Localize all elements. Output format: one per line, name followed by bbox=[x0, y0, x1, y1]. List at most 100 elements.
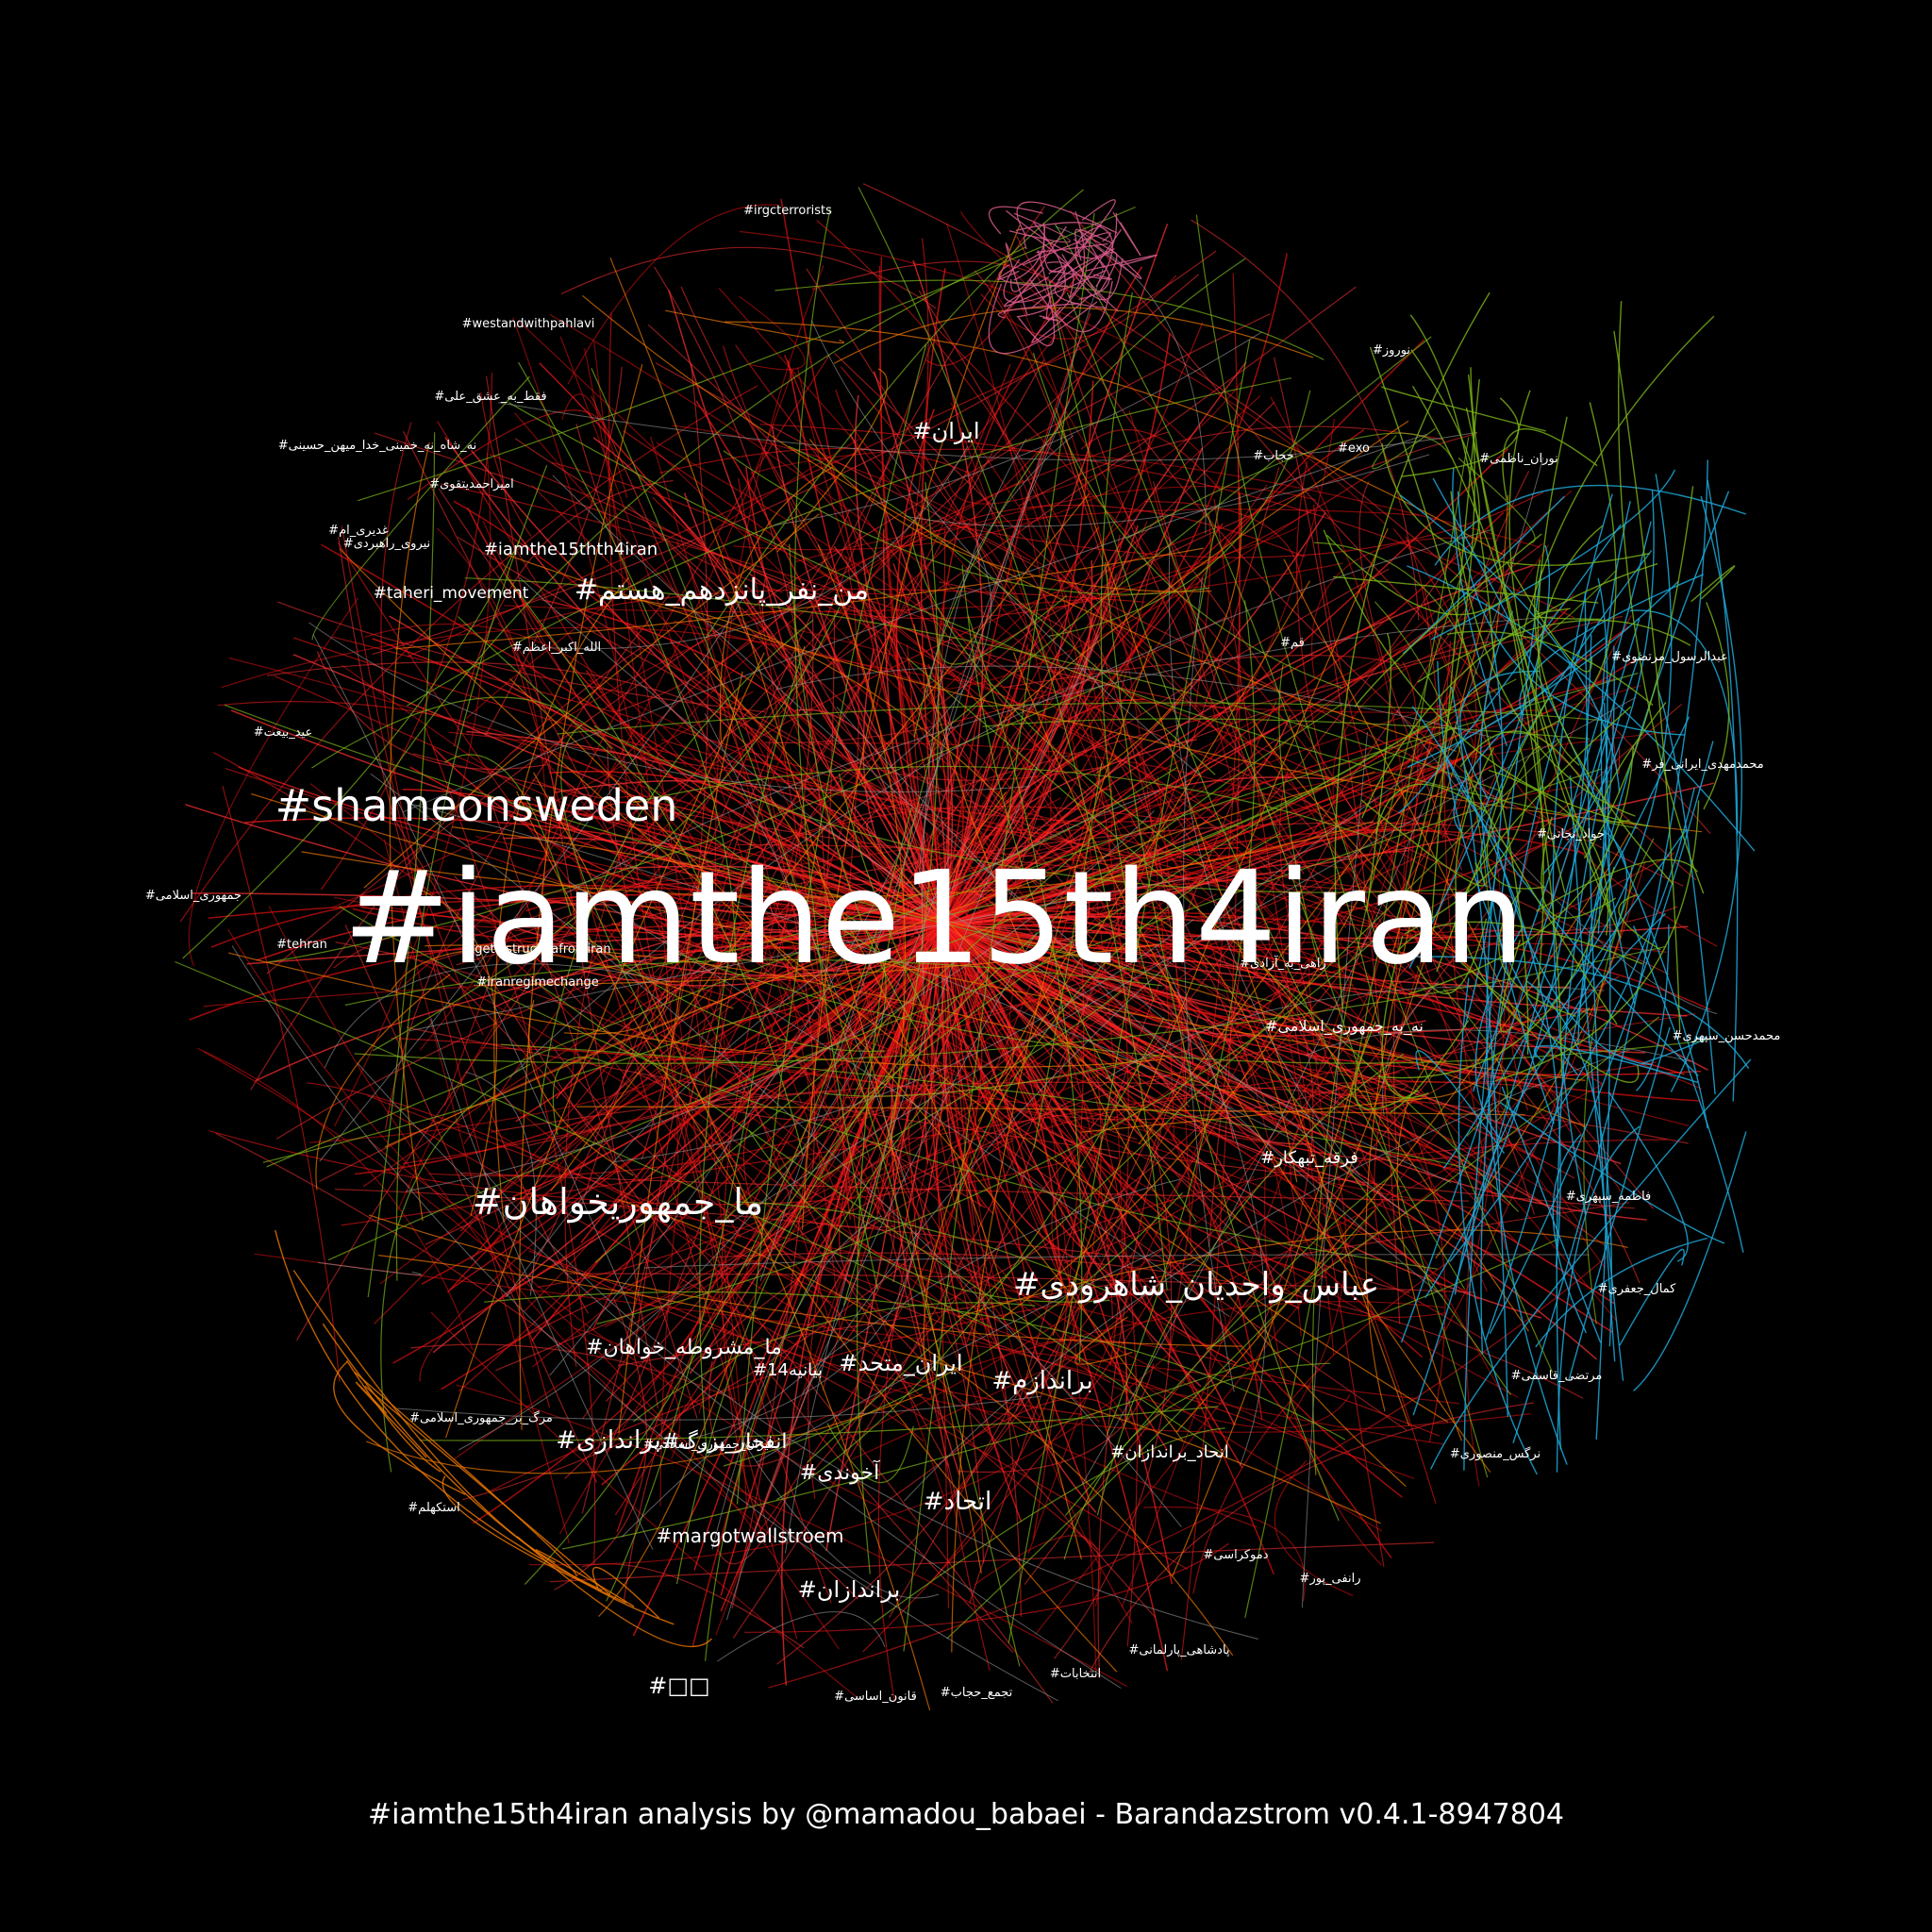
graph-edge bbox=[465, 1071, 537, 1296]
graph-edge bbox=[691, 924, 944, 1647]
graph-edge bbox=[1078, 228, 1114, 253]
graph-edge bbox=[1540, 402, 1617, 731]
graph-edge bbox=[531, 485, 1137, 1240]
graph-edge bbox=[1404, 747, 1527, 935]
graph-edge bbox=[606, 1057, 758, 1602]
graph-edge bbox=[736, 344, 927, 1505]
graph-edge bbox=[619, 1207, 1141, 1325]
graph-edge bbox=[458, 855, 951, 1451]
graph-edge bbox=[807, 739, 1562, 1463]
graph-edge bbox=[1074, 228, 1105, 269]
graph-edge bbox=[509, 641, 798, 1640]
graph-edge bbox=[950, 402, 1136, 654]
graph-edge bbox=[895, 408, 944, 925]
graph-edge bbox=[996, 420, 1409, 727]
graph-edge bbox=[1155, 945, 1266, 1466]
graph-edge bbox=[1428, 379, 1480, 957]
graph-edge bbox=[1584, 592, 1616, 1362]
graph-edge bbox=[322, 1323, 675, 1625]
graph-edge bbox=[942, 924, 1488, 1177]
graph-edge bbox=[593, 341, 741, 1431]
graph-edge bbox=[363, 513, 820, 889]
graph-edge bbox=[942, 849, 1410, 925]
graph-edge bbox=[524, 882, 803, 1312]
graph-edge bbox=[693, 653, 1241, 1223]
graph-edge bbox=[942, 913, 1447, 1062]
graph-edge bbox=[833, 307, 1314, 364]
small-node-label: #قم bbox=[1280, 636, 1305, 650]
graph-edge bbox=[222, 786, 341, 1382]
graph-edge bbox=[774, 331, 1262, 526]
graph-edge bbox=[1601, 701, 1667, 823]
secondary-label: #من_نفر_پانزدهم_هستم bbox=[575, 574, 869, 607]
graph-edge bbox=[1542, 490, 1655, 875]
graph-edge bbox=[1002, 746, 1433, 1319]
graph-edge bbox=[355, 1381, 427, 1458]
graph-edge bbox=[1046, 261, 1067, 281]
graph-edge bbox=[609, 257, 982, 1574]
graph-edge bbox=[879, 257, 944, 925]
graph-edge bbox=[1264, 1168, 1382, 1566]
graph-edge bbox=[1450, 491, 1636, 817]
graph-edge bbox=[1095, 493, 1242, 774]
graph-edge bbox=[1050, 1119, 1097, 1673]
graph-edge bbox=[629, 903, 944, 1005]
secondary-label: #عباس_واحدیان_شاهرودی bbox=[1013, 1266, 1379, 1304]
graph-edge bbox=[825, 924, 944, 1552]
graph-edge bbox=[454, 479, 674, 747]
secondary-label: #ما_جمهوریخواهان bbox=[473, 1181, 764, 1224]
graph-edge bbox=[941, 924, 1097, 1513]
graph-edge bbox=[1358, 481, 1463, 871]
graph-edge bbox=[1326, 534, 1513, 616]
graph-edge bbox=[761, 577, 812, 674]
graph-edge bbox=[928, 336, 1432, 743]
graph-edge bbox=[676, 541, 783, 593]
graph-edge bbox=[632, 924, 944, 1637]
graph-edge bbox=[335, 941, 986, 1208]
graph-edge bbox=[942, 727, 1275, 925]
graph-edge bbox=[1480, 589, 1601, 1355]
graph-edge bbox=[791, 897, 887, 1096]
graph-edge bbox=[1569, 775, 1624, 1381]
graph-edge bbox=[453, 500, 944, 925]
graph-edge bbox=[739, 295, 806, 371]
graph-edge bbox=[225, 768, 1508, 1261]
graph-edge bbox=[483, 1291, 1346, 1441]
graph-edge bbox=[538, 431, 1169, 867]
graph-edge bbox=[942, 924, 1030, 1298]
graph-edge bbox=[858, 963, 965, 1346]
graph-edge bbox=[515, 924, 944, 1123]
graph-edge bbox=[564, 1273, 1474, 1293]
graph-edge bbox=[1498, 890, 1576, 1017]
graph-edge bbox=[1534, 608, 1602, 621]
graph-edge bbox=[488, 1127, 1444, 1445]
graph-edge bbox=[465, 437, 862, 719]
graph-edge bbox=[244, 817, 944, 925]
graph-edge bbox=[1494, 800, 1700, 1082]
small-node-label: #پادشاهی_پارلمانی bbox=[1128, 1643, 1229, 1657]
graph-edge bbox=[541, 445, 969, 650]
graph-edge bbox=[354, 945, 1667, 1064]
graph-edge bbox=[372, 250, 1217, 656]
graph-edge bbox=[1457, 458, 1536, 544]
graph-edge bbox=[769, 795, 1082, 1560]
graph-edge bbox=[188, 597, 359, 967]
graph-edge bbox=[197, 1047, 474, 1351]
graph-edge bbox=[811, 320, 1202, 777]
small-node-label: #مرگ_بر_جمهوری_اسلامی bbox=[409, 1409, 553, 1425]
graph-edge bbox=[1138, 789, 1407, 1145]
graph-edge bbox=[1465, 408, 1563, 1076]
graph-edge bbox=[346, 1360, 441, 1473]
graph-edge bbox=[659, 924, 944, 1054]
graph-edge bbox=[741, 1188, 895, 1228]
medium-label: #iamthe15thth4iran bbox=[484, 540, 658, 559]
graph-edge bbox=[1283, 558, 1525, 1032]
graph-edge bbox=[1534, 828, 1688, 1058]
graph-edge bbox=[582, 294, 1457, 752]
graph-edge bbox=[1031, 293, 1092, 343]
graph-edge bbox=[776, 368, 889, 553]
graph-edge bbox=[942, 511, 1326, 925]
graph-edge bbox=[1054, 224, 1383, 1038]
graph-edge bbox=[598, 594, 1003, 800]
graph-edge bbox=[462, 1241, 931, 1501]
